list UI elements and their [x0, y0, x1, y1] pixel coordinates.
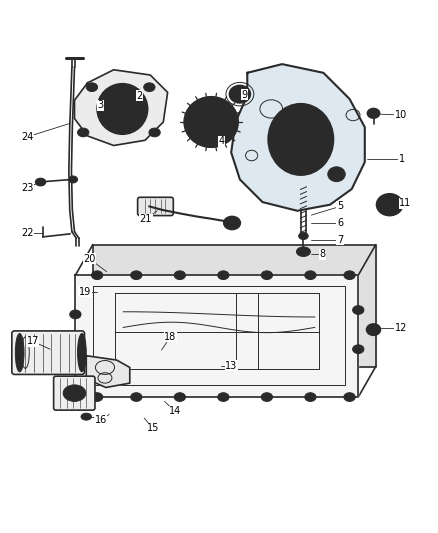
Text: 6: 6	[337, 218, 343, 228]
FancyBboxPatch shape	[53, 376, 95, 410]
Ellipse shape	[305, 393, 316, 401]
Ellipse shape	[69, 176, 78, 183]
Ellipse shape	[63, 385, 86, 401]
Text: 2: 2	[137, 91, 143, 101]
Text: 22: 22	[21, 228, 34, 238]
Ellipse shape	[344, 393, 355, 401]
Text: 20: 20	[83, 254, 95, 264]
Text: 23: 23	[21, 183, 34, 193]
FancyBboxPatch shape	[12, 331, 85, 375]
Ellipse shape	[78, 128, 89, 137]
Ellipse shape	[144, 83, 155, 92]
Text: 8: 8	[319, 249, 325, 260]
Text: 24: 24	[21, 132, 34, 142]
Ellipse shape	[192, 104, 227, 136]
Ellipse shape	[92, 393, 103, 401]
Text: 9: 9	[241, 90, 247, 100]
Text: 18: 18	[164, 332, 177, 342]
Text: 7: 7	[337, 235, 343, 245]
Ellipse shape	[268, 104, 333, 175]
Ellipse shape	[92, 271, 103, 279]
Text: 3: 3	[98, 100, 104, 110]
Ellipse shape	[15, 334, 24, 372]
Text: 1: 1	[399, 154, 405, 164]
Ellipse shape	[184, 97, 238, 147]
Ellipse shape	[78, 334, 86, 372]
Ellipse shape	[305, 271, 316, 279]
Ellipse shape	[328, 167, 345, 182]
Ellipse shape	[120, 89, 131, 98]
Ellipse shape	[35, 178, 46, 186]
Polygon shape	[74, 70, 168, 146]
Ellipse shape	[224, 216, 240, 230]
Ellipse shape	[353, 345, 364, 353]
Ellipse shape	[97, 84, 148, 134]
Ellipse shape	[86, 83, 98, 92]
Text: 12: 12	[395, 324, 407, 333]
Ellipse shape	[261, 393, 272, 401]
Ellipse shape	[218, 271, 229, 279]
Ellipse shape	[344, 271, 355, 279]
Text: 10: 10	[395, 110, 407, 120]
Text: 21: 21	[140, 214, 152, 224]
Ellipse shape	[81, 413, 92, 420]
Text: 5: 5	[337, 201, 343, 212]
Text: 16: 16	[95, 415, 107, 425]
Ellipse shape	[261, 271, 272, 279]
Ellipse shape	[70, 310, 81, 319]
Polygon shape	[231, 64, 365, 211]
Ellipse shape	[367, 109, 380, 118]
Polygon shape	[75, 275, 358, 397]
Text: 19: 19	[79, 287, 91, 297]
Text: 13: 13	[225, 361, 237, 371]
Ellipse shape	[131, 271, 142, 279]
Ellipse shape	[367, 324, 381, 335]
Ellipse shape	[131, 393, 142, 401]
Ellipse shape	[218, 393, 229, 401]
Ellipse shape	[299, 232, 308, 239]
Text: 15: 15	[147, 423, 159, 433]
FancyBboxPatch shape	[138, 197, 173, 215]
Polygon shape	[86, 356, 130, 387]
Ellipse shape	[174, 393, 185, 401]
Ellipse shape	[230, 85, 251, 103]
Ellipse shape	[377, 194, 403, 215]
Text: 11: 11	[399, 198, 411, 208]
Text: 14: 14	[169, 406, 181, 416]
Text: 4: 4	[218, 136, 224, 146]
Polygon shape	[93, 245, 376, 367]
Ellipse shape	[70, 353, 81, 362]
Ellipse shape	[174, 271, 185, 279]
Text: 17: 17	[27, 336, 39, 346]
Ellipse shape	[297, 247, 311, 256]
Ellipse shape	[149, 128, 160, 137]
Ellipse shape	[353, 305, 364, 314]
